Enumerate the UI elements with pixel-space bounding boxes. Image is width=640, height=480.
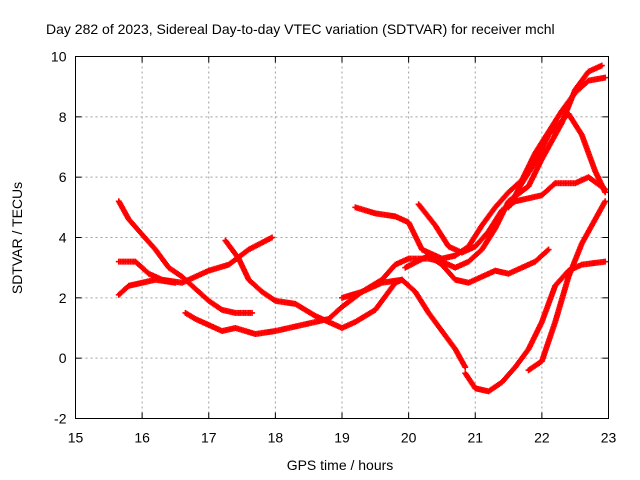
y-tick-label: -2 (54, 411, 67, 427)
x-tick-label: 18 (268, 430, 284, 446)
series-track-12 (505, 110, 609, 211)
x-tick-labels: 15 16 17 18 19 20 21 22 23 (68, 430, 617, 446)
y-tick-label: 6 (59, 169, 67, 185)
y-tick-label: 4 (59, 230, 67, 246)
series-track-8 (402, 246, 552, 286)
y-tick-label: 8 (59, 109, 67, 125)
x-tick-label: 20 (401, 430, 417, 446)
series-track-9 (415, 174, 609, 256)
x-tick-label: 17 (201, 430, 217, 446)
x-tick-label: 22 (534, 430, 550, 446)
axis-ticks (75, 56, 609, 419)
x-tick-label: 16 (134, 430, 150, 446)
series-track-7 (352, 74, 609, 262)
series-track-1 (115, 198, 256, 316)
series-track-11 (525, 198, 609, 374)
data-points (115, 62, 609, 395)
series-track-10 (462, 258, 609, 395)
y-tick-labels: -2 0 2 4 6 8 10 (51, 49, 67, 427)
y-tick-label: 2 (59, 290, 67, 306)
grid (75, 56, 609, 419)
x-tick-label: 21 (467, 430, 483, 446)
chart-title: Day 282 of 2023, Sidereal Day-to-day VTE… (46, 21, 555, 37)
y-tick-label: 0 (59, 350, 67, 366)
x-axis-title: GPS time / hours (287, 457, 394, 473)
x-tick-label: 15 (68, 430, 84, 446)
y-tick-label: 10 (51, 49, 67, 65)
series-track-3 (115, 276, 179, 298)
series-track-2 (115, 234, 276, 286)
x-tick-label: 19 (334, 430, 350, 446)
x-tick-label: 23 (601, 430, 617, 446)
y-axis-title: SDTVAR / TECUs (9, 182, 25, 294)
series-track-6 (339, 62, 605, 301)
